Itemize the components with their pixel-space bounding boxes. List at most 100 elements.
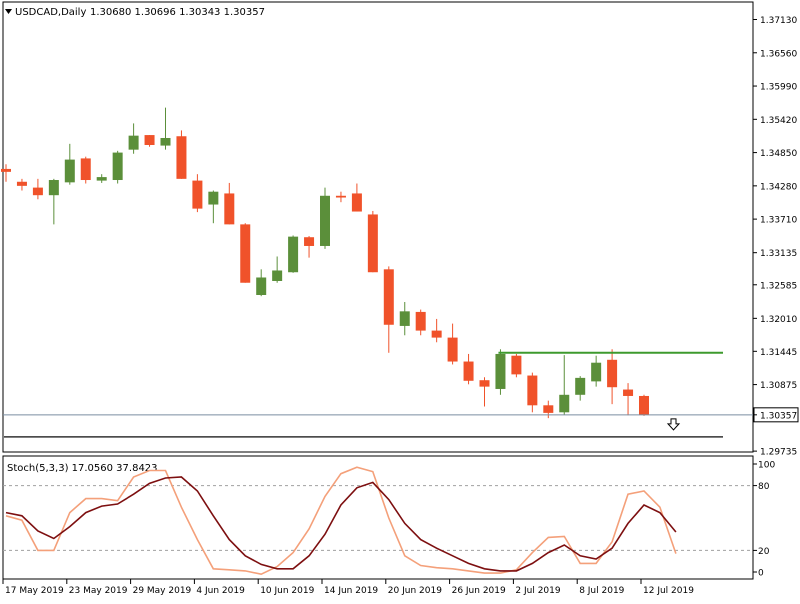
symbol-label: USDCAD,Daily (15, 7, 86, 18)
candle-body (607, 359, 618, 388)
time-tick-label: 17 May 2019 (5, 586, 64, 596)
candle (240, 223, 251, 283)
candle (224, 182, 235, 225)
candle (639, 394, 649, 416)
candle (256, 269, 267, 297)
candle (527, 372, 538, 413)
stoch-main-line (5, 476, 677, 572)
candle-body (128, 135, 139, 150)
time-tick-label: 10 Jun 2019 (260, 586, 314, 596)
stoch-tick-label: 100 (758, 461, 775, 471)
candle-body (320, 195, 330, 246)
candle-body (495, 353, 506, 389)
time-tick-label: 8 Jul 2019 (579, 586, 624, 596)
stoch-tick-label: 20 (758, 547, 770, 557)
candle (367, 210, 378, 273)
candle (495, 349, 506, 395)
candle-body (288, 236, 299, 273)
candle-body (463, 361, 474, 381)
candle (351, 183, 362, 212)
candle (559, 355, 570, 415)
price-tick-label: 1.33135 (760, 249, 797, 259)
candle (288, 235, 299, 273)
candle (272, 256, 283, 283)
time-tick-label: 4 Jun 2019 (196, 586, 245, 596)
candle (431, 318, 442, 343)
price-tick-label: 1.32585 (760, 281, 797, 291)
price-axis: 1.37130 1.36560 1.35990 1.35420 1.34850 1.342… (753, 16, 799, 458)
triangle-down-icon[interactable] (5, 9, 12, 14)
ohlc-label: 1.30680 1.30696 1.30343 1.30357 (90, 7, 265, 18)
stoch-label: Stoch(5,3,3) 17.0560 37.8423 (7, 463, 158, 474)
candle (447, 323, 458, 365)
candle (176, 130, 187, 179)
candle-body (80, 158, 91, 181)
candle-body (575, 377, 586, 395)
candle (591, 355, 602, 387)
price-tick-label: 1.34280 (760, 182, 797, 192)
candle-body (224, 193, 235, 225)
candle-body (208, 191, 219, 205)
candle-body (304, 237, 315, 246)
candle (399, 302, 410, 336)
candle-body (431, 330, 442, 338)
price-tick-label: 1.36560 (760, 49, 797, 59)
stoch-axis: 100 80 20 0 (753, 461, 775, 579)
candle-body (383, 269, 394, 325)
candle (144, 135, 155, 147)
candle-body (559, 394, 570, 413)
candle (479, 377, 490, 407)
candle-body (96, 177, 107, 181)
time-tick-label: 29 May 2019 (133, 586, 192, 596)
price-tick-label: 1.30357 (760, 411, 797, 421)
candle-body (272, 270, 283, 281)
candle (575, 376, 586, 401)
candle (112, 150, 123, 184)
candle (415, 309, 426, 336)
candle (160, 107, 171, 150)
time-tick-label: 20 Jun 2019 (388, 586, 442, 596)
stoch-signal-line (5, 466, 677, 576)
candle (32, 178, 43, 200)
price-tick-label: 1.29735 (760, 448, 797, 458)
time-tick-label: 12 Jul 2019 (643, 586, 694, 596)
candle-body (639, 395, 649, 415)
candle-body (64, 159, 75, 183)
candle-body (415, 311, 426, 331)
candle (463, 353, 474, 385)
stoch-tick-label: 80 (758, 482, 770, 492)
time-tick-label: 14 Jun 2019 (324, 586, 378, 596)
chart-header: USDCAD,Daily 1.30680 1.30696 1.30343 1.3… (5, 7, 265, 18)
candle-body (591, 362, 602, 382)
candle (511, 353, 522, 378)
candle-body (447, 337, 458, 362)
price-tick-label: 1.34850 (760, 149, 797, 159)
arrow-down-outline-icon[interactable] (666, 418, 681, 431)
time-tick-label: 26 Jun 2019 (452, 586, 506, 596)
candle (64, 143, 75, 185)
candle (1, 164, 11, 182)
candle (543, 400, 554, 419)
candle-body (32, 187, 43, 196)
stoch-tick-label: 0 (758, 569, 764, 579)
candle (623, 383, 634, 416)
candle (607, 349, 618, 405)
candle (192, 174, 203, 213)
candle (128, 123, 139, 154)
candle (304, 236, 315, 258)
candle-body (16, 181, 27, 186)
candle (335, 191, 346, 203)
candle-body (112, 152, 123, 181)
candle-body (543, 405, 554, 413)
candle (96, 174, 107, 183)
candle-body (527, 375, 538, 406)
candle-body (144, 135, 155, 145)
candle (208, 190, 219, 224)
candle-body (1, 168, 11, 172)
price-tick-label: 1.33710 (760, 216, 797, 226)
candle-body (399, 311, 410, 326)
candle (383, 266, 394, 353)
time-axis: 17 May 2019 23 May 2019 29 May 2019 4 Jun 2… (2, 579, 694, 596)
